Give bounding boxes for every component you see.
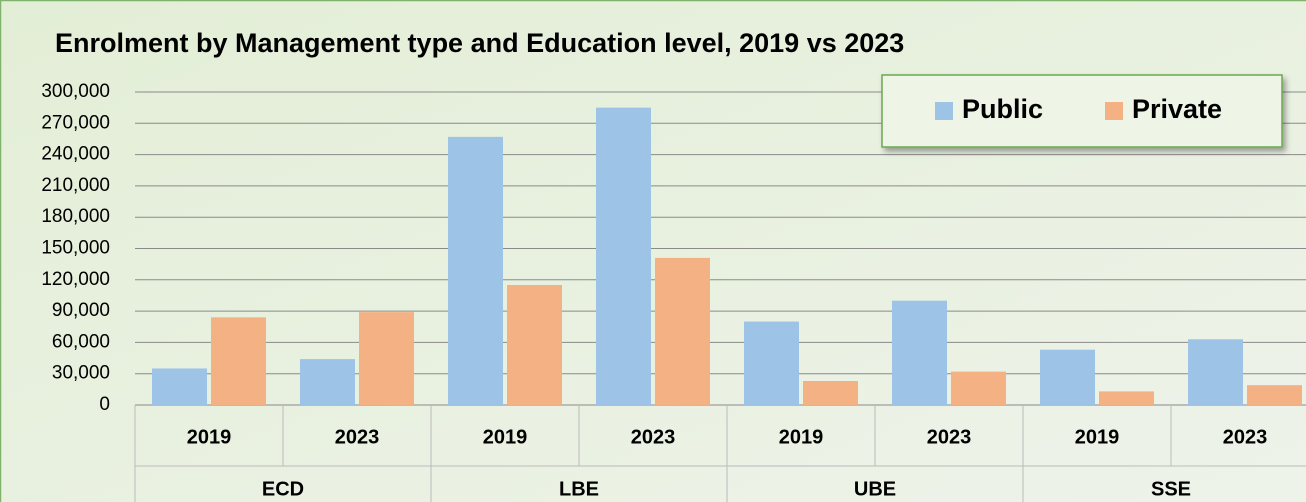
x-tick-label: 2019 <box>483 426 528 448</box>
bar <box>1247 385 1302 405</box>
bar <box>596 107 651 406</box>
bar <box>892 300 947 405</box>
y-tick-label: 180,000 <box>41 206 110 227</box>
legend: Public Private <box>881 74 1283 148</box>
y-tick-label: 90,000 <box>52 300 110 321</box>
x-tick-label: 2019 <box>779 426 824 448</box>
chart-title: Enrolment by Management type and Educati… <box>55 28 904 58</box>
y-tick-label: 150,000 <box>41 238 110 259</box>
y-tick-label: 60,000 <box>52 331 110 352</box>
legend-swatch <box>935 102 953 120</box>
y-tick-label: 30,000 <box>52 363 110 384</box>
x-tick-label: 2023 <box>335 426 380 448</box>
bar <box>448 136 503 405</box>
bar <box>1099 391 1154 405</box>
y-tick-label: 300,000 <box>41 81 110 102</box>
bar <box>655 257 710 405</box>
bar <box>507 285 562 405</box>
x-tick-label: 2019 <box>1075 426 1120 448</box>
legend-label: Private <box>1132 94 1222 124</box>
bar <box>951 371 1006 405</box>
bar <box>300 359 355 405</box>
legend-label: Public <box>962 94 1043 124</box>
bar <box>744 321 799 405</box>
x-tick-label: 2023 <box>631 426 676 448</box>
x-tick-label: 2023 <box>927 426 972 448</box>
y-tick-label: 120,000 <box>41 269 110 290</box>
bar <box>1188 339 1243 405</box>
y-tick-label: 270,000 <box>41 112 110 133</box>
y-tick-label: 240,000 <box>41 144 110 165</box>
bar <box>803 381 858 405</box>
group-label: ECD <box>262 478 304 500</box>
bar <box>359 312 414 405</box>
bar <box>152 368 207 405</box>
x-tick-label: 2023 <box>1223 426 1268 448</box>
y-tick-label: 210,000 <box>41 175 110 196</box>
bar <box>1040 349 1095 405</box>
y-tick-label: 0 <box>99 394 110 415</box>
x-tick-label: 2019 <box>187 426 232 448</box>
group-label: UBE <box>854 478 896 500</box>
group-label: SSE <box>1151 478 1191 500</box>
legend-swatch <box>1105 102 1123 120</box>
group-label: LBE <box>559 478 599 500</box>
bar <box>211 317 266 405</box>
